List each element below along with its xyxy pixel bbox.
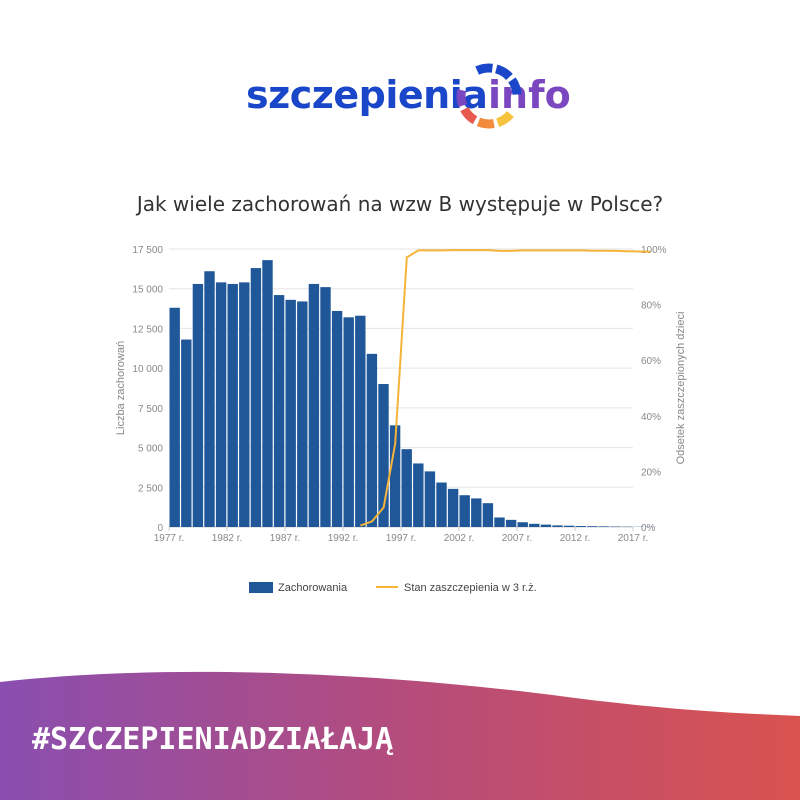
bar [343,317,354,527]
bar [563,525,575,527]
x-tick-label: 2007 r. [502,533,533,544]
bar [459,495,470,527]
bar [273,295,285,527]
y-right-tick-label: 40% [641,412,661,423]
x-tick-label: 1992 r. [328,533,359,544]
y-left-axis-label: Liczba zachorowań [115,341,127,435]
y-left-tick-label: 15 000 [132,285,163,296]
bar [378,384,389,527]
bar [355,315,366,527]
legend-swatch-bars [249,582,273,593]
bar [413,463,424,527]
vaccination-line [360,249,651,527]
bar [227,283,238,527]
bar [331,310,343,527]
x-tick-label: 2017 r. [618,533,649,544]
x-tick-label: 1987 r. [270,533,301,544]
bar [540,524,552,527]
x-tick-label: 2012 r. [560,533,591,544]
y-right-tick-label: 100% [641,245,667,256]
bar [308,283,320,527]
y-left-tick-label: 7 500 [138,404,163,415]
x-tick-label: 1982 r. [212,533,243,544]
bar [204,271,215,527]
bar [494,517,505,527]
bar [517,522,528,527]
legend-label-line: Stan zaszczepienia w 3 r.ż. [404,582,537,594]
legend-label-bars: Zachorowania [278,582,348,594]
logo-suffix: info [488,73,571,117]
bar [505,519,517,527]
y-left-tick-label: 2 500 [138,483,163,494]
y-left-tick-label: 10 000 [132,364,163,375]
bar [482,503,494,527]
bar [169,307,180,527]
chart-title: Jak wiele zachorowań na wzw B występuje … [136,192,664,216]
footer-hashtag: #SZCZEPIENIADZIAŁAJĄ [32,722,394,757]
bar [297,301,308,527]
bar [320,287,331,527]
x-tick-label: 2002 r. [444,533,475,544]
bar [366,353,378,527]
logo-wordmark: szczepienia [246,73,488,117]
x-tick-label: 1977 r. [154,533,185,544]
bar [587,526,598,527]
y-right-tick-label: 80% [641,301,661,312]
bar [401,449,412,527]
y-right-axis-label: Odsetek zaszczepionych dzieci [675,312,687,465]
y-left-tick-label: 17 500 [132,245,163,256]
bar [447,488,459,527]
y-right-tick-label: 20% [641,467,661,478]
bar [575,526,586,527]
y-left-tick-label: 0 [157,523,163,534]
bar [181,339,192,527]
bar [262,260,273,527]
bar [285,299,296,527]
chart: 0 2 500 5 000 7 500 10 000 12 500 15 000 17 500… [115,245,687,594]
bar [529,523,540,527]
footer-banner [0,671,800,800]
x-tick-label: 1997 r. [386,533,417,544]
y-right-tick-label: 60% [641,356,661,367]
bar [215,282,227,527]
y-left-tick-label: 5 000 [138,444,163,455]
bar [552,525,563,527]
bar [598,526,610,527]
y-left-tick-label: 12 500 [132,324,163,335]
bar [239,282,250,527]
bar [436,482,447,527]
y-right-tick-label: 0% [641,523,656,534]
bar [471,498,482,527]
bar [250,268,262,527]
bar [389,425,401,527]
bar [192,283,204,527]
bar [424,471,436,527]
